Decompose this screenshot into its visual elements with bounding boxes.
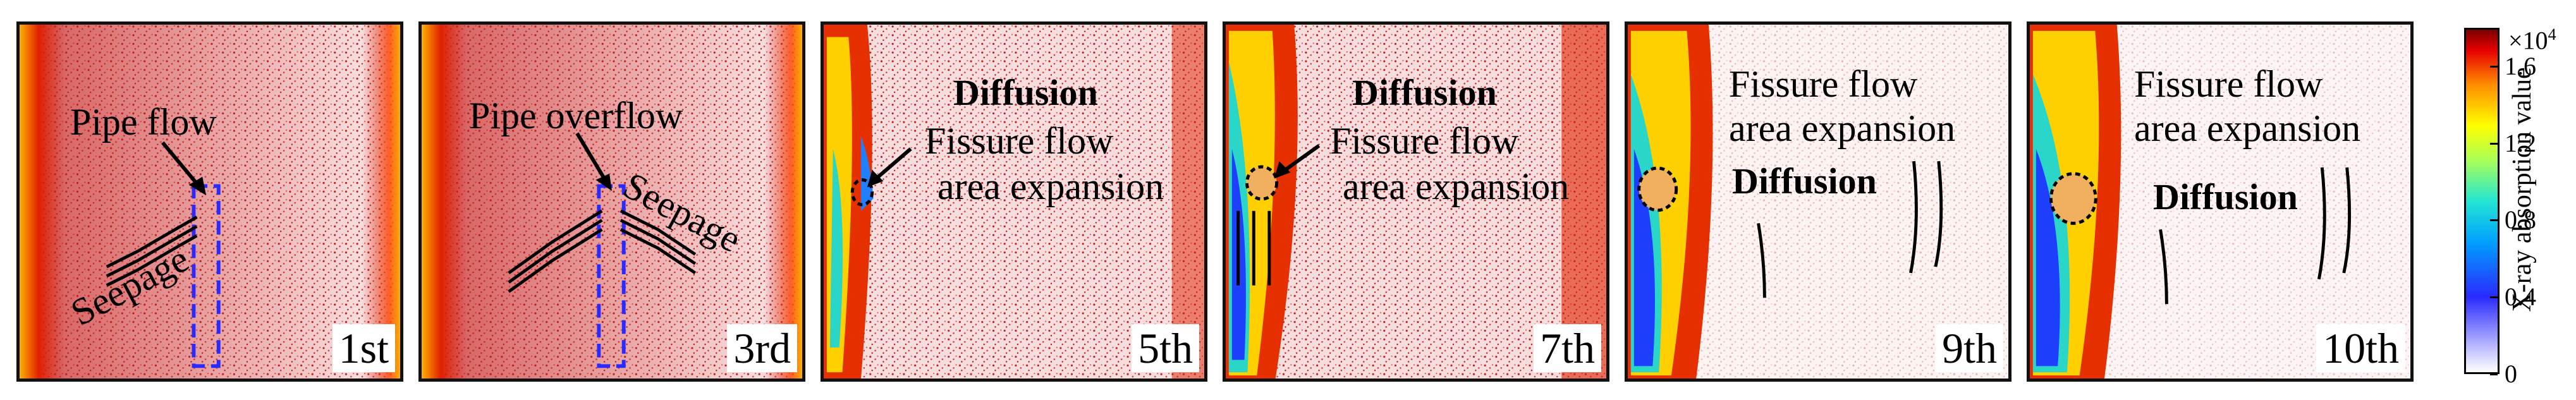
xray-panel-3rd: Pipe overflow Seepage 3rd <box>418 21 805 382</box>
colorbar-tick-label: 1.6 <box>2505 51 2536 80</box>
colorbar-tick-label: 0.8 <box>2505 205 2536 234</box>
speckle-image <box>1226 25 1606 379</box>
annotation-diffusion: Diffusion <box>1732 161 1877 202</box>
colorbar-unit: ×104 <box>2508 25 2556 55</box>
panel-label: 1st <box>332 324 395 372</box>
annotation-fissure-flow: Fissure flow <box>925 120 1114 162</box>
annotation-pipe-flow: Pipe flow <box>70 101 217 143</box>
colorbar <box>2464 28 2500 374</box>
annotation-area-expansion: area expansion <box>2134 107 2361 149</box>
colorbar-tick-mark <box>2490 65 2498 68</box>
annotation-area-expansion: area expansion <box>937 166 1164 207</box>
annotation-area-expansion: area expansion <box>1729 107 1956 149</box>
annotation-area-expansion: area expansion <box>1343 166 1570 207</box>
speckle-image <box>824 25 1204 379</box>
colorbar-tick-label: 0 <box>2505 360 2517 388</box>
xray-panel-5th: Diffusion Fissure flow area expansion 5t… <box>821 21 1207 382</box>
panel-label: 10th <box>2316 324 2405 372</box>
annotation-diffusion: Diffusion <box>953 72 1098 113</box>
annotation-diffusion: Diffusion <box>2153 176 2298 217</box>
colorbar-unit-exponent: 4 <box>2548 25 2556 44</box>
colorbar-tick-mark <box>2490 142 2498 145</box>
annotation-diffusion: Diffusion <box>1352 72 1497 113</box>
colorbar-tick-mark <box>2490 373 2498 375</box>
colorbar-tick-label: 1.2 <box>2505 128 2536 157</box>
annotation-fissure-flow: Fissure flow <box>1729 63 1918 105</box>
panel-label: 7th <box>1534 324 1601 372</box>
colorbar-title: X-ray absorption value <box>2508 67 2537 312</box>
xray-panel-7th: Diffusion Fissure flow area expansion 7t… <box>1223 21 1609 382</box>
xray-panel-1st: Pipe flow Seepage 1st <box>16 21 403 382</box>
colorbar-tick-mark <box>2490 219 2498 222</box>
panel-label: 9th <box>1936 324 2003 372</box>
panel-label: 5th <box>1132 324 1199 372</box>
panel-label: 3rd <box>727 324 797 372</box>
annotation-pipe-overflow: Pipe overflow <box>469 95 683 136</box>
xray-panel-10th: Fissure flow area expansion Diffusion 10… <box>2027 21 2414 382</box>
annotation-fissure-flow: Fissure flow <box>2134 63 2323 105</box>
colorbar-tick-label: 0.4 <box>2505 282 2536 312</box>
annotation-fissure-flow: Fissure flow <box>1330 120 1519 162</box>
colorbar-tick-mark <box>2490 296 2498 299</box>
speckle-image <box>1628 25 2008 379</box>
xray-panel-9th: Fissure flow area expansion Diffusion 9t… <box>1625 21 2011 382</box>
